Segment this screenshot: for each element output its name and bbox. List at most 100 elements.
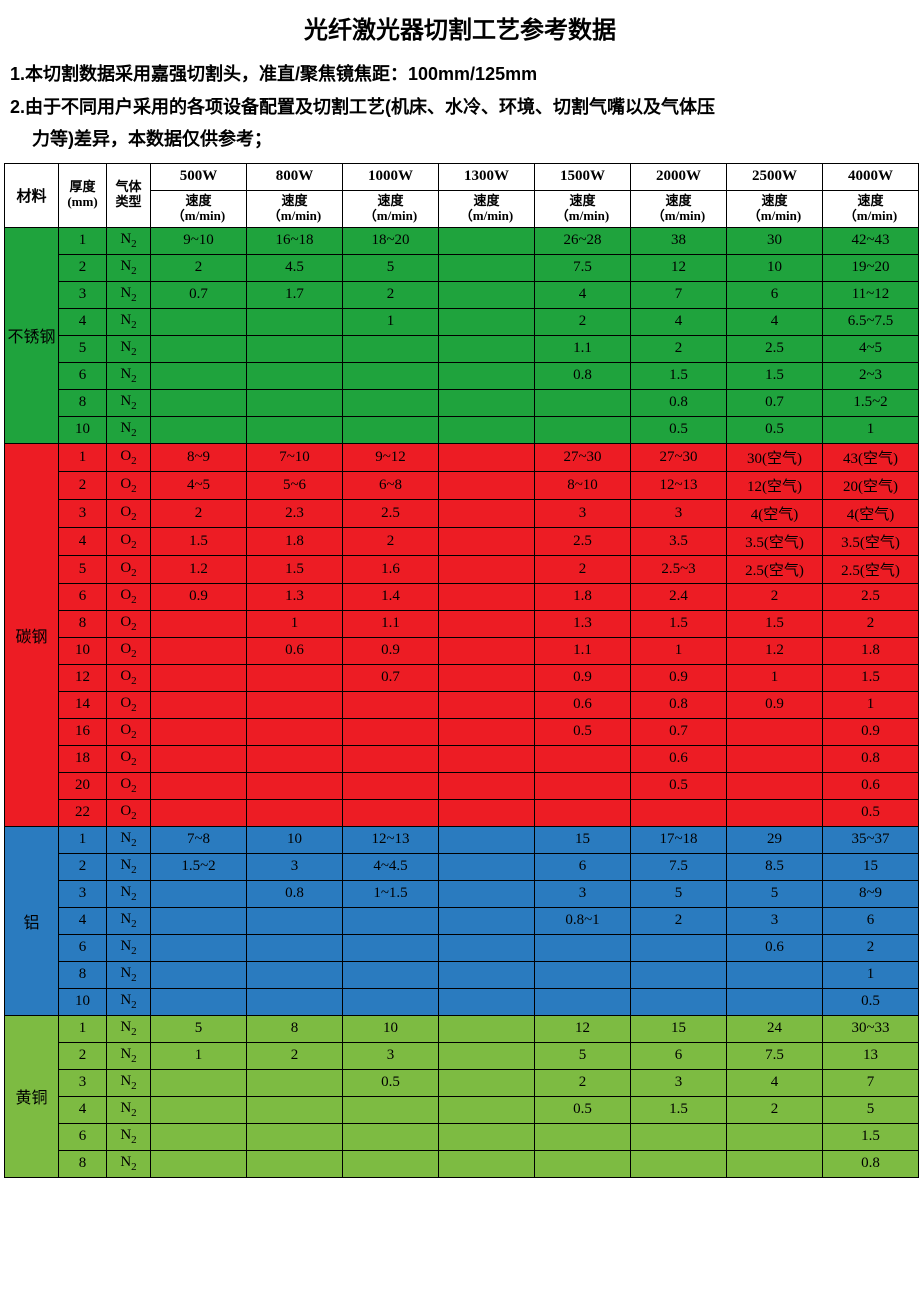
speed-cell [439, 691, 535, 718]
speed-cell: 2.4 [631, 583, 727, 610]
speed-cell: 15 [631, 1015, 727, 1042]
speed-cell [151, 416, 247, 443]
speed-cell: 13 [823, 1042, 919, 1069]
speed-cell: 27~30 [535, 443, 631, 471]
speed-cell [535, 988, 631, 1015]
material-label: 黄铜 [5, 1015, 59, 1177]
speed-cell [727, 718, 823, 745]
hdr-speed-5: 速度（m/min) [631, 190, 727, 227]
speed-cell [535, 772, 631, 799]
speed-cell [631, 934, 727, 961]
hdr-power-3: 1300W [439, 163, 535, 190]
speed-cell [439, 1042, 535, 1069]
speed-cell [343, 772, 439, 799]
speed-cell [631, 1150, 727, 1177]
speed-cell [151, 1150, 247, 1177]
speed-cell: 1.1 [343, 610, 439, 637]
speed-cell: 1.5 [823, 1123, 919, 1150]
table-row: 8N21 [5, 961, 919, 988]
speed-cell: 4~5 [823, 335, 919, 362]
speed-cell: 0.5 [631, 416, 727, 443]
speed-cell: 1.5 [151, 527, 247, 555]
speed-cell [439, 1123, 535, 1150]
gas-cell: O2 [107, 443, 151, 471]
table-row: 不锈钢1N29~1016~1818~2026~28383042~43 [5, 227, 919, 254]
speed-cell [439, 443, 535, 471]
speed-cell: 1~1.5 [343, 880, 439, 907]
speed-cell: 7~10 [247, 443, 343, 471]
speed-cell: 1.4 [343, 583, 439, 610]
speed-cell [439, 1096, 535, 1123]
table-row: 铝1N27~81012~131517~182935~37 [5, 826, 919, 853]
thickness-cell: 8 [59, 389, 107, 416]
speed-cell: 2.5(空气) [823, 555, 919, 583]
hdr-power-4: 1500W [535, 163, 631, 190]
speed-cell: 15 [535, 826, 631, 853]
speed-cell [247, 745, 343, 772]
speed-cell: 17~18 [631, 826, 727, 853]
hdr-power-6: 2500W [727, 163, 823, 190]
speed-cell [343, 934, 439, 961]
speed-cell [151, 664, 247, 691]
speed-cell: 6 [535, 853, 631, 880]
speed-cell [535, 799, 631, 826]
thickness-cell: 18 [59, 745, 107, 772]
gas-cell: O2 [107, 555, 151, 583]
speed-cell: 8~9 [823, 880, 919, 907]
gas-cell: N2 [107, 1150, 151, 1177]
speed-cell [439, 826, 535, 853]
gas-cell: N2 [107, 308, 151, 335]
speed-cell: 2 [343, 527, 439, 555]
gas-cell: O2 [107, 745, 151, 772]
speed-cell [151, 934, 247, 961]
gas-cell: O2 [107, 637, 151, 664]
hdr-power-5: 2000W [631, 163, 727, 190]
thickness-cell: 20 [59, 772, 107, 799]
thickness-cell: 1 [59, 826, 107, 853]
thickness-cell: 5 [59, 335, 107, 362]
table-row: 20O20.50.6 [5, 772, 919, 799]
speed-cell [631, 961, 727, 988]
table-row: 2O24~55~66~88~1012~1312(空气)20(空气) [5, 471, 919, 499]
speed-cell [439, 389, 535, 416]
speed-cell [247, 335, 343, 362]
speed-cell: 3.5 [631, 527, 727, 555]
speed-cell: 15 [823, 853, 919, 880]
speed-cell: 4 [631, 308, 727, 335]
table-row: 10N20.50.51 [5, 416, 919, 443]
speed-cell: 2 [151, 254, 247, 281]
gas-cell: N2 [107, 416, 151, 443]
thickness-cell: 1 [59, 443, 107, 471]
gas-cell: O2 [107, 799, 151, 826]
speed-cell [247, 1150, 343, 1177]
speed-cell: 42~43 [823, 227, 919, 254]
table-row: 2N2123567.513 [5, 1042, 919, 1069]
speed-cell: 2 [343, 281, 439, 308]
speed-cell: 0.9 [631, 664, 727, 691]
speed-cell: 3 [631, 499, 727, 527]
speed-cell [247, 718, 343, 745]
speed-cell [439, 555, 535, 583]
speed-cell: 3 [631, 1069, 727, 1096]
speed-cell: 1.1 [535, 637, 631, 664]
hdr-thickness: 厚度(mm) [59, 163, 107, 227]
speed-cell: 43(空气) [823, 443, 919, 471]
speed-cell [343, 1150, 439, 1177]
speed-cell [247, 664, 343, 691]
hdr-material: 材料 [5, 163, 59, 227]
speed-cell [439, 254, 535, 281]
speed-cell: 6~8 [343, 471, 439, 499]
speed-cell [151, 1096, 247, 1123]
table-row: 3N20.52347 [5, 1069, 919, 1096]
speed-cell [439, 227, 535, 254]
thickness-cell: 3 [59, 281, 107, 308]
speed-cell: 24 [727, 1015, 823, 1042]
table-row: 2N21.5~234~4.567.58.515 [5, 853, 919, 880]
speed-cell: 5 [727, 880, 823, 907]
thickness-cell: 6 [59, 362, 107, 389]
speed-cell: 0.7 [151, 281, 247, 308]
table-row: 5N21.122.54~5 [5, 335, 919, 362]
speed-cell: 0.7 [343, 664, 439, 691]
speed-cell [247, 907, 343, 934]
speed-cell: 0.8 [535, 362, 631, 389]
